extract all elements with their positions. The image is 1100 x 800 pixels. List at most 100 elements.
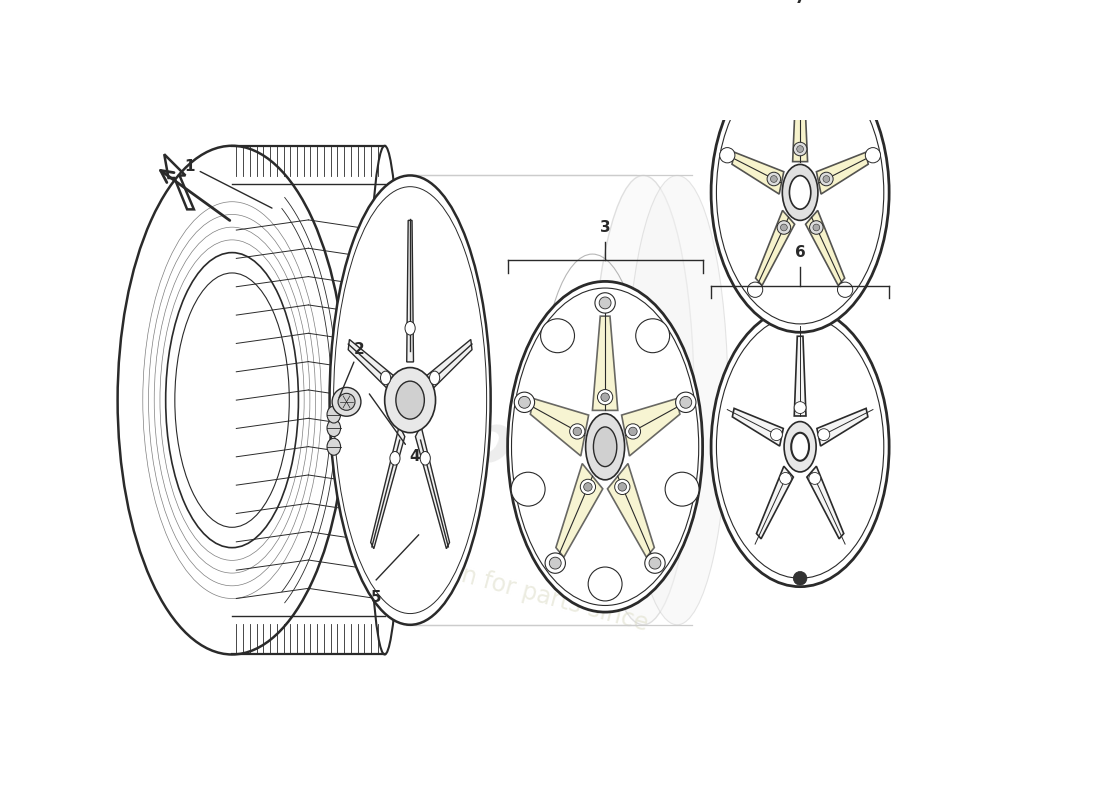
Ellipse shape (780, 473, 791, 484)
Text: 6: 6 (794, 246, 805, 260)
Ellipse shape (629, 427, 637, 436)
Text: 7: 7 (795, 0, 805, 6)
Text: a passion for parts since: a passion for parts since (365, 538, 650, 636)
Ellipse shape (593, 427, 617, 466)
Ellipse shape (338, 394, 355, 410)
Polygon shape (805, 210, 845, 286)
Ellipse shape (584, 482, 592, 491)
Ellipse shape (767, 172, 781, 186)
Ellipse shape (615, 479, 630, 494)
Ellipse shape (711, 307, 889, 586)
Ellipse shape (381, 371, 390, 385)
Ellipse shape (512, 472, 546, 506)
Ellipse shape (593, 175, 694, 625)
Ellipse shape (507, 282, 703, 612)
Ellipse shape (782, 165, 818, 220)
Ellipse shape (796, 146, 803, 153)
Ellipse shape (784, 422, 816, 472)
Text: 2: 2 (339, 342, 364, 398)
Polygon shape (757, 466, 793, 538)
Ellipse shape (823, 176, 829, 182)
Ellipse shape (770, 176, 778, 182)
Ellipse shape (327, 438, 341, 455)
Ellipse shape (866, 147, 881, 163)
Ellipse shape (518, 396, 530, 408)
Ellipse shape (636, 318, 670, 353)
Ellipse shape (793, 142, 807, 156)
Ellipse shape (601, 393, 609, 402)
Polygon shape (349, 339, 398, 398)
Ellipse shape (330, 175, 491, 625)
Ellipse shape (385, 367, 436, 433)
Polygon shape (607, 463, 654, 558)
Polygon shape (556, 463, 603, 558)
Ellipse shape (118, 146, 346, 654)
Ellipse shape (515, 392, 535, 413)
Polygon shape (416, 426, 450, 549)
Ellipse shape (680, 396, 692, 408)
Polygon shape (733, 408, 783, 446)
Polygon shape (816, 152, 868, 194)
Ellipse shape (792, 65, 807, 80)
Ellipse shape (770, 429, 782, 441)
Ellipse shape (626, 175, 728, 625)
Ellipse shape (570, 424, 585, 439)
Ellipse shape (711, 53, 889, 332)
Ellipse shape (675, 392, 696, 413)
Polygon shape (807, 466, 844, 538)
Ellipse shape (808, 473, 821, 484)
Polygon shape (732, 152, 784, 194)
Ellipse shape (573, 427, 582, 436)
Polygon shape (794, 336, 806, 416)
Ellipse shape (389, 451, 400, 465)
Ellipse shape (818, 429, 829, 441)
Ellipse shape (781, 224, 788, 231)
Polygon shape (593, 316, 618, 410)
Ellipse shape (810, 221, 823, 234)
Ellipse shape (546, 553, 565, 574)
Polygon shape (756, 210, 794, 286)
Ellipse shape (327, 420, 341, 437)
Ellipse shape (595, 293, 615, 313)
Polygon shape (621, 398, 680, 456)
Ellipse shape (777, 221, 791, 234)
Ellipse shape (791, 433, 808, 461)
Ellipse shape (429, 371, 440, 385)
Text: 5: 5 (371, 590, 382, 606)
Ellipse shape (332, 387, 361, 416)
Polygon shape (407, 220, 414, 362)
Ellipse shape (794, 402, 806, 414)
Ellipse shape (790, 176, 811, 209)
Polygon shape (817, 408, 868, 446)
Polygon shape (530, 398, 588, 456)
Polygon shape (371, 426, 405, 549)
Ellipse shape (813, 224, 820, 231)
Ellipse shape (585, 414, 625, 480)
Ellipse shape (600, 297, 610, 309)
Ellipse shape (420, 451, 430, 465)
Ellipse shape (327, 406, 341, 423)
Ellipse shape (719, 147, 735, 163)
Ellipse shape (793, 571, 807, 585)
Ellipse shape (645, 553, 665, 574)
Ellipse shape (666, 472, 698, 506)
Ellipse shape (597, 390, 613, 405)
Ellipse shape (618, 482, 627, 491)
Text: 3: 3 (600, 220, 610, 234)
Ellipse shape (625, 424, 640, 439)
Ellipse shape (166, 253, 298, 548)
Text: eurospars: eurospars (236, 323, 644, 528)
Ellipse shape (540, 318, 574, 353)
Ellipse shape (820, 172, 833, 186)
Ellipse shape (748, 282, 762, 298)
Text: 1: 1 (185, 158, 272, 208)
Ellipse shape (581, 479, 595, 494)
Ellipse shape (837, 282, 852, 298)
Ellipse shape (549, 557, 561, 569)
Polygon shape (793, 82, 807, 162)
Ellipse shape (588, 567, 623, 601)
Text: 4: 4 (370, 394, 420, 465)
Ellipse shape (405, 322, 415, 335)
Ellipse shape (396, 381, 425, 419)
Ellipse shape (649, 557, 661, 569)
